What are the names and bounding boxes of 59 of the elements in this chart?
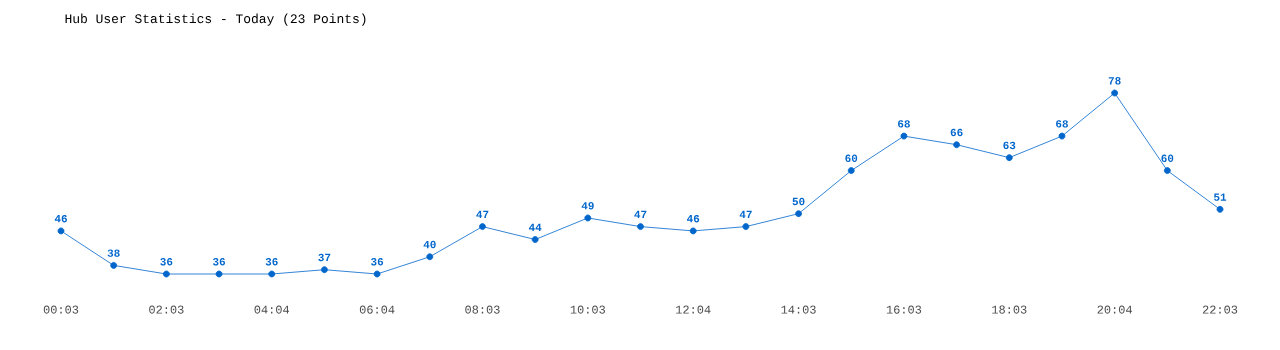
data-label: 68	[898, 120, 910, 128]
point	[637, 223, 644, 230]
x-tick-label: 22:03	[1202, 305, 1238, 314]
x-tick-label: 16:03	[886, 305, 922, 314]
point	[1163, 167, 1171, 174]
data-label: 47	[634, 210, 647, 219]
point	[215, 270, 223, 278]
data-label: 47	[739, 210, 752, 219]
point	[1058, 132, 1066, 140]
data-label: 63	[1003, 141, 1016, 150]
data-label: 68	[1056, 120, 1068, 128]
x-tick-label: 10:03	[570, 305, 606, 314]
point	[953, 141, 961, 149]
point	[321, 266, 328, 274]
x-tick-label: 14:03	[781, 305, 816, 314]
data-label: 40	[423, 240, 436, 249]
chart-title: Hub User Statistics - Today (23 Points)	[65, 13, 366, 26]
point	[689, 227, 697, 235]
data-label: 37	[318, 253, 331, 262]
x-tick-label: 02:03	[149, 305, 184, 314]
data-label: 46	[686, 214, 700, 223]
data-label: 36	[265, 258, 278, 266]
point	[531, 236, 539, 243]
x-tick-label: 20:04	[1097, 305, 1132, 314]
point	[57, 227, 65, 235]
point	[162, 270, 170, 278]
data-label: 60	[1161, 154, 1174, 163]
point	[795, 210, 802, 218]
point	[1216, 205, 1224, 213]
x-tick-label: 06:04	[359, 305, 395, 314]
data-label: 78	[1108, 77, 1121, 85]
point	[373, 270, 381, 278]
data-label: 46	[54, 214, 67, 223]
point	[479, 223, 486, 230]
x-tick-label: 04:04	[254, 305, 290, 314]
x-tick-label: 08:03	[465, 305, 500, 314]
point	[110, 261, 118, 269]
x-tick-label: 12:04	[676, 305, 711, 314]
data-label: 60	[845, 154, 858, 163]
point	[1005, 154, 1013, 162]
data-label: 36	[371, 258, 384, 266]
data-label: 47	[476, 210, 489, 219]
data-label: 50	[792, 197, 805, 206]
point	[426, 253, 434, 261]
data-label: 36	[160, 258, 173, 266]
data-label: 66	[950, 128, 963, 137]
x-tick-label: 00:03	[43, 305, 79, 314]
point	[900, 132, 908, 140]
data-label: 36	[212, 258, 226, 266]
data-label: 49	[581, 202, 594, 210]
point	[1111, 89, 1119, 97]
point	[742, 223, 750, 230]
point	[847, 167, 855, 174]
point	[268, 270, 276, 278]
data-label: 51	[1214, 193, 1227, 201]
data-label: 38	[107, 249, 120, 257]
x-tick-label: 18:03	[992, 305, 1027, 314]
point	[584, 214, 592, 222]
data-label: 44	[528, 223, 542, 231]
